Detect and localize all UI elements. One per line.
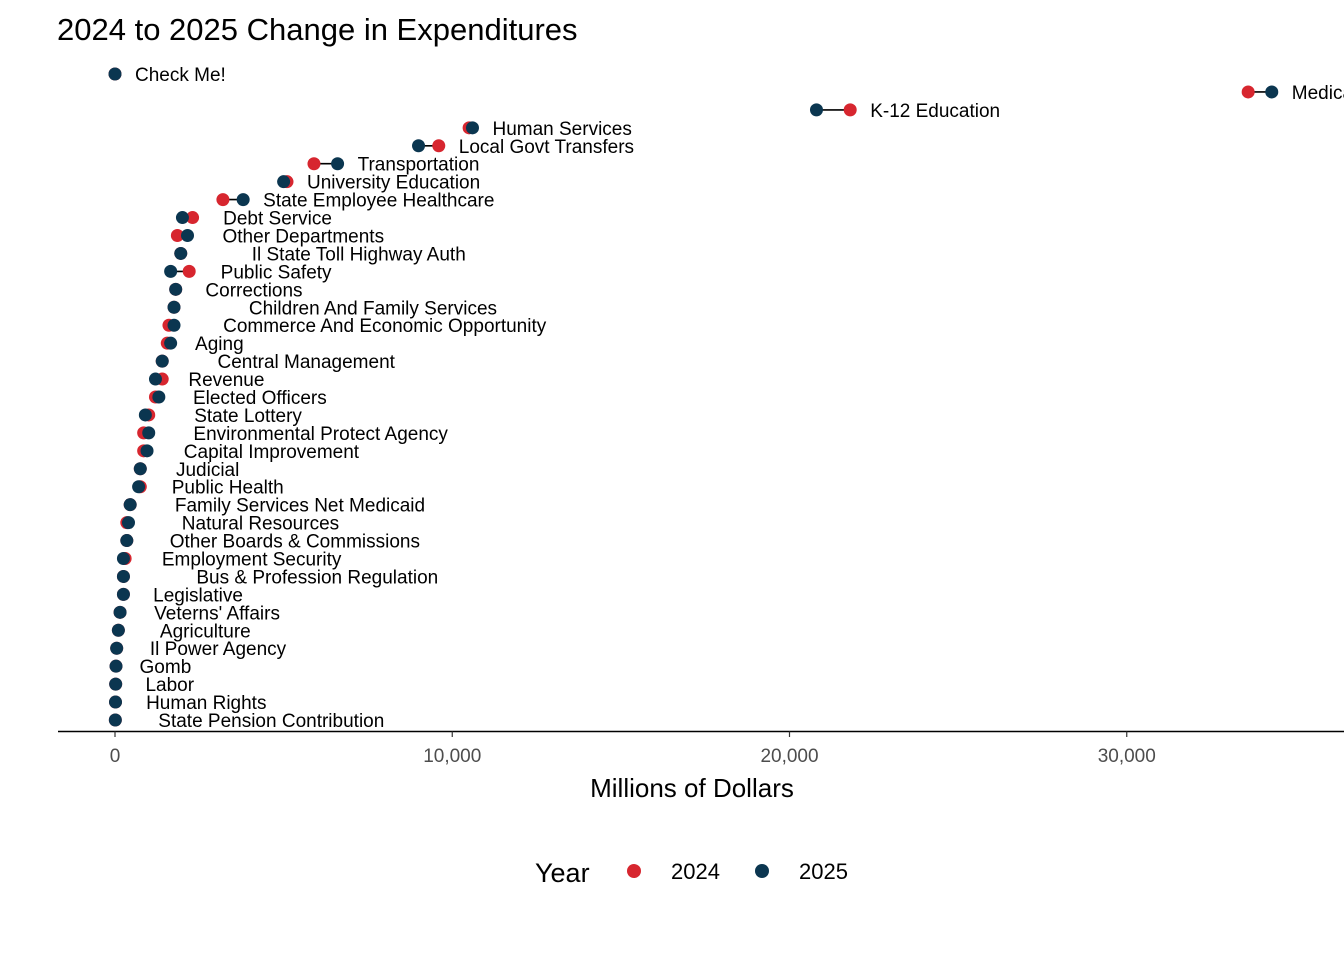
category-label-local-govt-transfers: Local Govt Transfers: [459, 137, 634, 158]
point-2024-public-safety: [182, 264, 196, 278]
category-label-state-lottery: State Lottery: [194, 406, 302, 427]
point-2025-agriculture: [111, 623, 125, 637]
point-2025-k-12-education: [809, 103, 823, 117]
point-2025-local-govt-transfers: [412, 139, 426, 153]
category-label-public-safety: Public Safety: [221, 262, 332, 283]
x-tick-label-0: 0: [110, 746, 121, 767]
point-2025-labor: [109, 677, 123, 691]
point-2025-judicial: [133, 462, 147, 476]
category-label-labor: Labor: [145, 675, 194, 696]
legend: Year 2024 2025: [535, 858, 848, 888]
point-2025-aging: [164, 336, 178, 350]
point-2025-elected-officers: [152, 390, 166, 404]
point-2025-children-and-family-services: [167, 300, 181, 314]
x-tick-label-3: 30,000: [1098, 746, 1156, 767]
point-2025-gomb: [109, 659, 123, 673]
point-2025-state-lottery: [138, 408, 152, 422]
point-2025-human-rights: [109, 695, 123, 709]
point-2025-transportation: [331, 157, 345, 171]
category-label-elected-officers: Elected Officers: [193, 388, 327, 409]
legend-title: Year: [535, 858, 590, 888]
point-2025-other-boards-commissions: [120, 534, 134, 548]
category-label-corrections: Corrections: [205, 280, 302, 301]
category-label-other-boards-commissions: Other Boards & Commissions: [170, 532, 420, 553]
point-2025-family-services-net-medicaid: [123, 498, 137, 512]
category-label-il-power-agency: Il Power Agency: [150, 639, 287, 660]
point-2024-transportation: [307, 157, 321, 171]
category-label-aging: Aging: [195, 334, 244, 355]
point-2025-check-me: [108, 67, 122, 81]
point-2025-state-employee-healthcare: [236, 193, 250, 207]
point-2025-public-health: [132, 480, 146, 494]
legend-label-2025: 2025: [799, 859, 848, 884]
point-2024-debt-service: [186, 211, 200, 225]
point-2025-employment-security: [116, 552, 130, 565]
point-2025-human-services: [465, 121, 479, 135]
category-label-commerce-and-economic-opportunity: Commerce And Economic Opportunity: [223, 316, 547, 337]
point-2024-k-12-education: [843, 103, 857, 117]
point-2025-legislative: [116, 587, 130, 601]
category-label-capital-improvement: Capital Improvement: [184, 442, 360, 463]
category-label-transportation: Transportation: [358, 155, 480, 176]
category-label-il-state-toll-highway-auth: Il State Toll Highway Auth: [252, 244, 466, 265]
point-2025-bus-profession-regulation: [116, 569, 130, 583]
point-2025-corrections: [169, 282, 183, 296]
x-axis-ticks: 0 10,000 20,000 30,000: [110, 731, 1156, 767]
legend-label-2024: 2024: [671, 859, 720, 884]
point-2025-natural-resources: [121, 516, 135, 530]
point-2025-state-pension-contribution: [108, 713, 122, 727]
legend-marker-2025: [755, 864, 769, 878]
point-2025-commerce-and-economic-opportunity: [167, 318, 181, 332]
x-axis-title: Millions of Dollars: [590, 773, 794, 803]
category-label-veterns-affairs: Veterns' Affairs: [154, 603, 280, 624]
x-tick-label-2: 20,000: [760, 746, 818, 767]
category-label-medicaid: Medicaid: [1292, 83, 1344, 104]
point-2025-central-management: [155, 354, 169, 368]
category-label-human-services: Human Services: [492, 119, 631, 140]
plot-area: Check Me! Medicaid K-12 Education Human Ser…: [108, 65, 1344, 732]
category-label-state-employee-healthcare: State Employee Healthcare: [263, 191, 494, 212]
category-label-family-services-net-medicaid: Family Services Net Medicaid: [175, 496, 425, 517]
category-label-employment-security: Employment Security: [162, 550, 342, 571]
category-label-judicial: Judicial: [176, 460, 239, 481]
chart-title: 2024 to 2025 Change in Expenditures: [57, 12, 578, 47]
point-2025-revenue: [148, 372, 162, 386]
point-2024-medicaid: [1241, 85, 1255, 99]
point-2025-medicaid: [1265, 85, 1279, 99]
category-label-check-me: Check Me!: [135, 65, 226, 86]
point-2024-state-employee-healthcare: [216, 193, 230, 207]
category-label-bus-profession-regulation: Bus & Profession Regulation: [196, 567, 438, 588]
legend-marker-2024: [627, 864, 641, 878]
category-label-agriculture: Agriculture: [160, 621, 251, 642]
point-2025-veterns-affairs: [113, 605, 127, 619]
point-2024-other-departments: [170, 229, 184, 242]
point-2025-other-departments: [181, 229, 195, 242]
x-tick-label-1: 10,000: [423, 746, 481, 767]
category-label-human-rights: Human Rights: [146, 693, 266, 714]
category-label-debt-service: Debt Service: [223, 209, 332, 230]
category-label-environmental-protect-agency: Environmental Protect Agency: [193, 424, 448, 445]
category-label-public-health: Public Health: [172, 478, 284, 499]
category-label-gomb: Gomb: [140, 657, 192, 678]
point-2025-il-state-toll-highway-auth: [174, 246, 188, 260]
category-label-revenue: Revenue: [188, 370, 264, 391]
point-2025-capital-improvement: [140, 444, 154, 458]
category-label-natural-resources: Natural Resources: [182, 514, 339, 535]
point-2025-environmental-protect-agency: [142, 426, 156, 440]
point-2025-debt-service: [175, 211, 189, 225]
category-label-central-management: Central Management: [217, 352, 395, 373]
point-2025-public-safety: [164, 264, 178, 278]
point-2025-university-education: [277, 175, 291, 189]
category-label-other-departments: Other Departments: [223, 227, 385, 248]
category-label-state-pension-contribution: State Pension Contribution: [158, 711, 384, 732]
point-2024-local-govt-transfers: [432, 139, 446, 153]
category-label-university-education: University Education: [307, 173, 480, 194]
category-label-children-and-family-services: Children And Family Services: [249, 298, 497, 319]
point-2025-il-power-agency: [110, 641, 124, 655]
category-label-k-12-education: K-12 Education: [870, 101, 1000, 122]
category-label-legislative: Legislative: [153, 585, 243, 606]
